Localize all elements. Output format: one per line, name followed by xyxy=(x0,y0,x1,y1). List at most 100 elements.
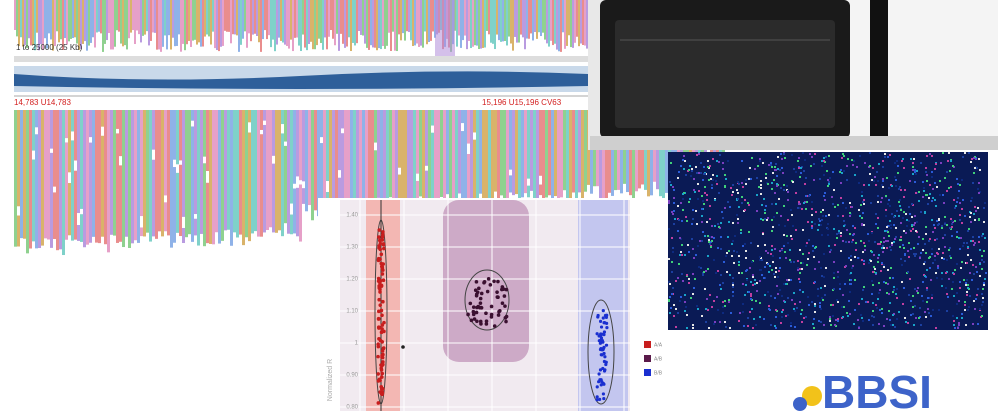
read-column xyxy=(239,110,242,235)
heat-cell xyxy=(768,305,770,307)
heat-cell xyxy=(677,230,679,232)
heat-cell xyxy=(929,193,931,195)
heat-cell xyxy=(794,303,796,305)
top-bar xyxy=(406,0,408,31)
read-column xyxy=(260,110,263,237)
heat-cell xyxy=(900,239,902,241)
heat-cell xyxy=(695,166,697,168)
heat-cell xyxy=(849,291,851,293)
heat-cell xyxy=(711,187,713,189)
heat-cell xyxy=(702,179,704,181)
heat-cell xyxy=(729,327,731,329)
read-column xyxy=(326,110,329,207)
top-bar xyxy=(498,0,500,40)
heat-cell xyxy=(910,230,912,232)
heat-cell xyxy=(857,257,859,259)
right-marker: 15,196 U15,196 CV63 xyxy=(482,98,562,107)
heat-cell xyxy=(796,307,798,309)
heat-cell xyxy=(732,184,734,186)
left-marker: 14,783 U14,783 xyxy=(14,98,71,107)
heat-cell xyxy=(700,162,702,164)
heat-cell xyxy=(973,273,975,275)
top-bar xyxy=(328,0,330,37)
heat-cell xyxy=(690,297,692,299)
heat-cell xyxy=(698,266,700,268)
heat-cell xyxy=(811,227,813,229)
heat-cell xyxy=(882,180,884,182)
top-bar xyxy=(320,0,322,43)
heat-cell xyxy=(881,184,883,186)
heat-cell xyxy=(807,296,809,298)
heat-cell xyxy=(793,261,795,263)
top-bar xyxy=(390,0,392,51)
top-bar xyxy=(586,0,588,49)
heat-cell xyxy=(929,267,931,269)
top-bar xyxy=(116,0,118,30)
top-bar xyxy=(534,0,536,32)
heat-cell xyxy=(696,305,698,307)
top-bar xyxy=(376,0,378,50)
heat-cell xyxy=(687,244,689,246)
ab-point xyxy=(484,311,488,315)
heat-cell xyxy=(964,215,966,217)
read-column xyxy=(374,110,377,210)
top-bar xyxy=(550,0,552,41)
heat-cell xyxy=(813,256,815,258)
read-column xyxy=(356,110,359,206)
heat-cell xyxy=(861,191,863,193)
top-bar xyxy=(180,0,182,52)
heat-cell xyxy=(682,159,684,161)
heat-cell xyxy=(983,207,985,209)
heat-cell xyxy=(821,275,823,277)
heat-cell xyxy=(932,309,934,311)
heat-cell xyxy=(872,284,874,286)
top-bar xyxy=(172,0,174,38)
heat-cell xyxy=(714,225,716,227)
top-bar xyxy=(152,0,154,32)
heat-cell xyxy=(950,218,952,220)
heat-cell xyxy=(800,313,802,315)
read-column xyxy=(119,110,122,242)
heat-cell xyxy=(842,215,844,217)
heat-cell xyxy=(827,228,829,230)
heat-cell xyxy=(896,160,898,162)
top-bar xyxy=(470,0,472,48)
heat-cell xyxy=(813,318,815,320)
heat-cell xyxy=(742,283,744,285)
heat-cell xyxy=(705,321,707,323)
top-bar xyxy=(490,0,492,43)
heat-cell xyxy=(814,303,816,305)
top-bar xyxy=(400,0,402,40)
heat-cell xyxy=(849,202,851,204)
heat-cell xyxy=(927,203,929,205)
heat-cell xyxy=(811,201,813,203)
heat-cell xyxy=(696,154,698,156)
heat-cell xyxy=(771,166,773,168)
heat-cell xyxy=(717,309,719,311)
heat-cell xyxy=(894,176,896,178)
heat-cell xyxy=(704,192,706,194)
heat-cell xyxy=(832,315,834,317)
heat-cell xyxy=(862,251,864,253)
top-bar xyxy=(50,0,52,39)
aa-point xyxy=(382,321,386,325)
heat-cell xyxy=(675,326,677,328)
heat-cell xyxy=(951,226,953,228)
top-bar xyxy=(290,0,292,40)
read-column xyxy=(395,110,398,202)
heat-cell xyxy=(871,232,873,234)
heat-cell xyxy=(738,272,740,274)
top-bar xyxy=(544,0,546,40)
heat-cell xyxy=(883,241,885,243)
top-bar xyxy=(580,0,582,44)
heat-cell xyxy=(668,299,670,301)
heat-cell xyxy=(808,195,810,197)
heat-cell xyxy=(810,165,812,167)
heat-cell xyxy=(772,172,774,174)
read-column xyxy=(473,110,476,199)
heat-cell xyxy=(813,179,815,181)
heat-cell xyxy=(804,183,806,185)
heat-cell xyxy=(714,199,716,201)
heat-cell xyxy=(956,263,958,265)
top-bar xyxy=(310,0,312,42)
